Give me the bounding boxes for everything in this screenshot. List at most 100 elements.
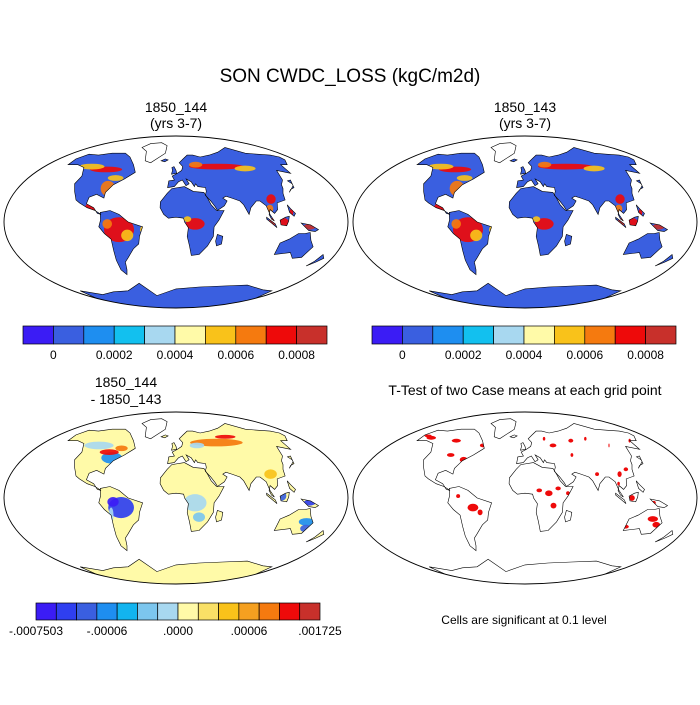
colorbar-tick-label: .00006 — [231, 624, 268, 638]
coastline-iceland — [160, 434, 169, 439]
colorbar-tick-label: 0.0002 — [96, 348, 133, 362]
colorbar-swatch — [55, 602, 77, 621]
land-antarctica — [80, 559, 272, 584]
coastline-greenland — [141, 418, 168, 440]
land-madagascar — [564, 510, 572, 522]
coastline-sumatra — [266, 492, 278, 504]
land-greenland — [142, 142, 168, 163]
coastline-iceland — [509, 434, 518, 439]
panel-2-title-line1: 1850_143 — [494, 99, 557, 115]
coastline-newZealand — [654, 529, 674, 543]
coastline-greenland — [141, 142, 168, 164]
coastline-madagascar — [564, 510, 573, 523]
coastline-greenland — [490, 142, 517, 164]
coastline-japan — [286, 455, 295, 469]
land-africa — [509, 462, 574, 532]
colorbar-swatch — [116, 602, 138, 621]
colorbar-tick-label: -.00006 — [87, 624, 128, 638]
coastline-australia — [622, 508, 663, 535]
coastline-southAmerica — [98, 486, 143, 552]
map-background — [353, 136, 697, 308]
coastline-africa — [159, 186, 225, 256]
coastline-eurasia — [516, 423, 641, 498]
coastline-northAmerica — [67, 428, 136, 491]
coastline-newGuinea — [649, 222, 669, 232]
colorbar-swatch — [265, 325, 297, 345]
colorbar-tick-label: 0.0004 — [157, 348, 194, 362]
land-australia — [623, 232, 663, 259]
coastline-southAmerica — [447, 210, 492, 276]
colorbar-tick-label: 0.0008 — [627, 348, 664, 362]
coastline-uk — [171, 442, 178, 451]
coastline-japan — [635, 179, 644, 193]
data-cells — [424, 430, 661, 529]
colorbar-swatch — [432, 325, 464, 345]
land-uk — [171, 442, 177, 451]
coastline-sumatra — [615, 216, 627, 228]
land-australia — [623, 508, 663, 535]
coastline-newGuinea — [649, 498, 669, 508]
coastline-newZealand — [654, 253, 674, 267]
coastline-australia — [273, 232, 314, 259]
colorbar-swatch — [296, 325, 328, 345]
colorbar-tick-label: -.0007503 — [9, 624, 63, 638]
coastline-africa — [159, 462, 225, 532]
coastline-newGuinea — [300, 222, 320, 232]
colorbar-swatch — [584, 325, 616, 345]
colorbar-swatch — [197, 602, 219, 621]
colorbar-swatch — [554, 325, 586, 345]
land-australia — [274, 232, 314, 259]
coastline-northAmerica — [416, 428, 485, 491]
coastline-philippines — [635, 480, 645, 493]
colorbar-swatch — [76, 602, 98, 621]
coastline-japan — [635, 455, 644, 469]
land-madagascar — [215, 510, 223, 522]
land-sumatra — [615, 493, 626, 504]
land-antarctica — [429, 283, 621, 308]
coastline-newGuinea — [300, 498, 320, 508]
colorbar-tick-label: 0.0006 — [566, 348, 603, 362]
coastline-greenland — [490, 418, 517, 440]
colorbar-tick-label: .0000 — [163, 624, 193, 638]
map-background — [4, 136, 348, 308]
coastline-newZealand — [305, 529, 325, 543]
map-panel-4 — [352, 411, 698, 585]
coastline-africa — [508, 186, 574, 256]
land-uk — [520, 166, 526, 175]
map-panels — [3, 135, 698, 585]
land-philippines — [287, 480, 296, 493]
coastline-uk — [171, 166, 178, 175]
coastline-newZealand — [305, 253, 325, 267]
coastline-eurasia — [516, 147, 641, 222]
coastline-northAmerica — [416, 152, 485, 215]
land-philippines — [636, 480, 645, 493]
colorbar-panel-3: -.0007503 -.00006 .0000 .00006 .001725 — [9, 602, 342, 638]
map-frame — [3, 135, 349, 309]
colorbar-tick-label: 0.0004 — [506, 348, 543, 362]
colorbar-tick-label: 0.0002 — [445, 348, 482, 362]
colorbar-swatch — [144, 325, 176, 345]
coastline-uk — [520, 166, 527, 175]
coastline-borneo — [628, 491, 639, 503]
colorbar-tick-label: .001725 — [298, 624, 342, 638]
coastline-africa — [508, 462, 574, 532]
colorbar-tick-label: 0 — [399, 348, 406, 362]
coastline-sumatra — [266, 216, 278, 228]
land-southAmerica — [447, 486, 492, 551]
map-panel-2 — [352, 135, 698, 309]
land-antarctica — [429, 559, 621, 584]
land-northAmerica — [417, 429, 485, 491]
map-panel-1 — [3, 135, 349, 309]
coastline-madagascar — [215, 234, 224, 247]
land-greenland — [491, 142, 517, 163]
land-madagascar — [215, 234, 223, 246]
colorbar-swatch — [137, 602, 159, 621]
colorbar-swatch — [53, 325, 85, 345]
map-frame — [352, 135, 698, 309]
map-frame — [3, 411, 349, 585]
colorbar-swatch — [177, 602, 199, 621]
panel-1-title-line2: (yrs 3-7) — [150, 115, 202, 131]
colorbar-swatch — [279, 602, 301, 621]
land-madagascar — [564, 234, 572, 246]
